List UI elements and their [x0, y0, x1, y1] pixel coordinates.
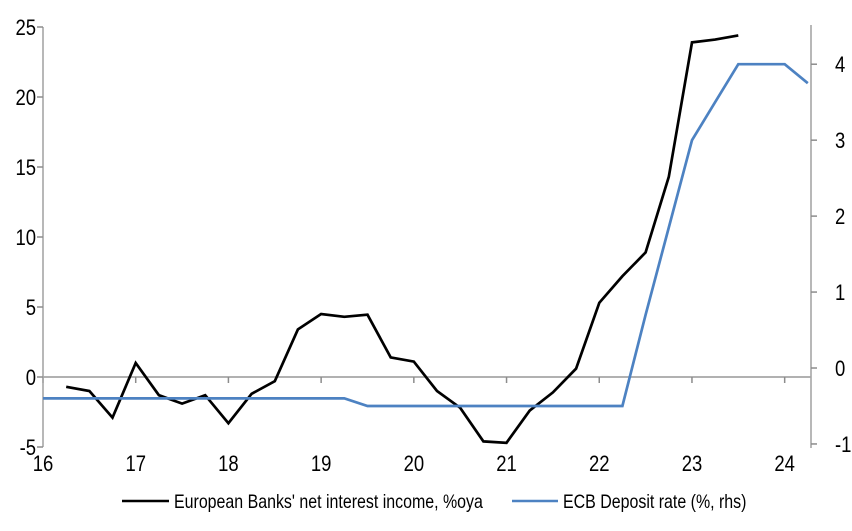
- right-y-axis-tick-label: 4: [835, 54, 845, 78]
- x-axis-tick-label: 24: [774, 453, 795, 477]
- nii-series-line: [65, 34, 739, 445]
- right-y-axis-tick-label: 3: [835, 130, 845, 154]
- left-y-axis-tick-label: 0: [26, 367, 36, 391]
- x-axis-tick-label: 19: [311, 453, 332, 477]
- left-y-axis-tick-label: 20: [15, 87, 36, 111]
- left-y-axis-tick-label: 25: [15, 17, 36, 41]
- x-axis-tick-label: 16: [33, 453, 54, 477]
- x-axis-tick-label: 21: [496, 453, 517, 477]
- series-group: [43, 34, 809, 445]
- left-y-axis-tick-label: -5: [20, 437, 36, 461]
- legend: European Banks' net interest income, %oy…: [122, 491, 746, 513]
- legend-label-nii: European Banks' net interest income, %oy…: [174, 491, 483, 513]
- x-axis-tick-label: 23: [682, 453, 703, 477]
- x-axis-tick-label: 22: [589, 453, 610, 477]
- left-y-axis-tick-label: 10: [15, 227, 36, 251]
- x-axis-tick-label: 18: [218, 453, 239, 477]
- x-axis-tick-label: 20: [404, 453, 425, 477]
- x-axis-tick-label: 17: [125, 453, 146, 477]
- right-y-axis-tick-label: 2: [835, 206, 845, 230]
- left-y-axis-tick-label: 15: [15, 157, 36, 181]
- ecb-rate-series-line: [43, 62, 809, 408]
- right-y-axis-tick-label: 1: [835, 282, 845, 306]
- right-y-axis-tick-label: 0: [835, 358, 845, 382]
- left-y-axis-tick-label: 5: [26, 297, 36, 321]
- legend-label-ecb: ECB Deposit rate (%, rhs): [563, 491, 746, 513]
- axes-group: [37, 25, 817, 448]
- right-y-axis-tick-label: -1: [835, 434, 851, 458]
